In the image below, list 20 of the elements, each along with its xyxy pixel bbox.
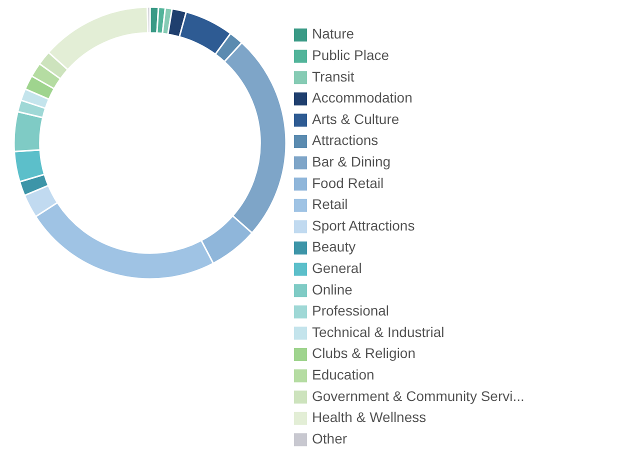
legend-label: Government & Community Servi...: [312, 388, 524, 404]
legend-label: Other: [312, 430, 348, 446]
legend-label: Beauty: [312, 238, 356, 255]
legend-label: Online: [312, 281, 353, 298]
legend-label: Education: [312, 366, 374, 383]
legend-label: Arts & Culture: [312, 110, 400, 127]
legend-label: Attractions: [312, 132, 378, 148]
legend-label: Food Retail: [312, 174, 384, 191]
legend-label: Nature: [312, 26, 354, 42]
legend-label: Retail: [312, 196, 348, 212]
legend-label: Public Place: [312, 47, 390, 64]
legend-label: Sport Attractions: [312, 217, 415, 234]
legend-label: Bar & Dining: [312, 154, 391, 170]
legend-label: Technical & Industrial: [312, 324, 444, 340]
legend-label: Transit: [312, 68, 354, 84]
legend-label: Health & Wellness: [312, 409, 426, 426]
legend-label: Professional: [312, 302, 390, 319]
legend-label: Clubs & Religion: [312, 345, 416, 362]
legend-label: General: [312, 260, 362, 276]
legend-label: Accommodation: [312, 90, 412, 106]
